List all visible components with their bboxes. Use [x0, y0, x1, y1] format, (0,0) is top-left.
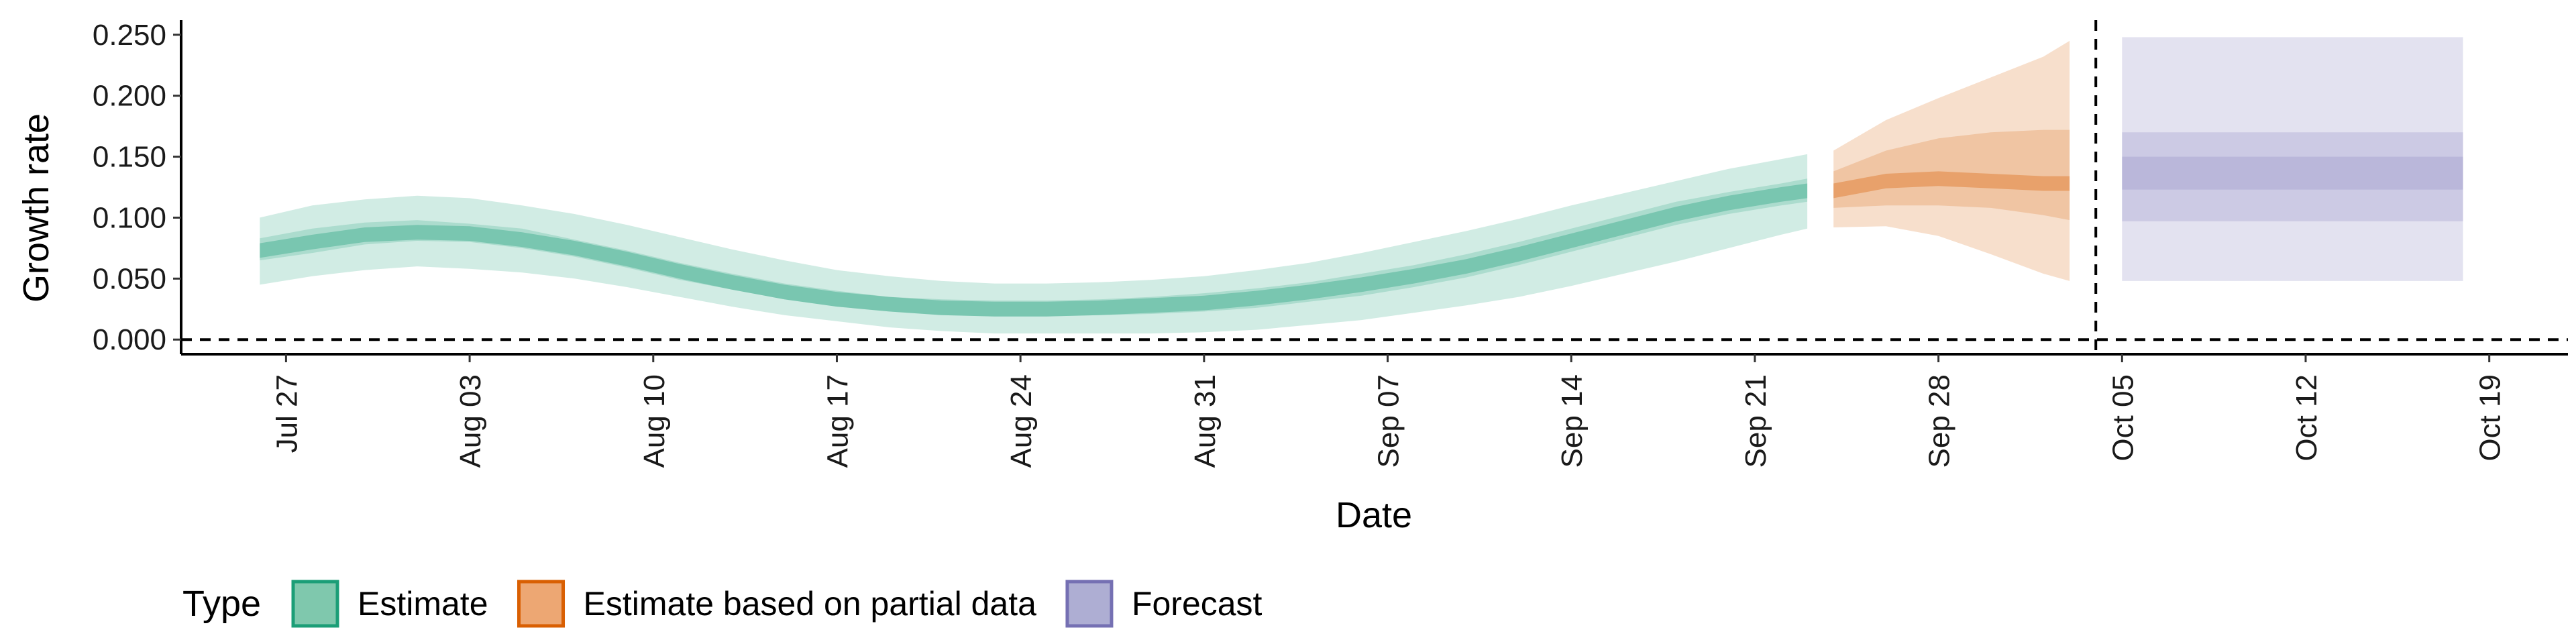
y-tick-label: 0.250 [93, 19, 166, 52]
legend-label-forecast: Forecast [1132, 585, 1263, 623]
x-tick-label: Oct 05 [2106, 374, 2139, 462]
y-tick-label: 0.050 [93, 262, 166, 295]
estimate-median-band [260, 183, 1808, 317]
forecast-band-20 [2122, 156, 2463, 190]
y-tick-label: 0.000 [93, 323, 166, 356]
reference-lines [181, 20, 2568, 354]
forecast-band-50 [2122, 132, 2463, 221]
y-axis-title: Growth rate [16, 113, 56, 303]
x-tick-label: Aug 24 [1005, 374, 1038, 468]
x-tick-label: Sep 28 [1923, 374, 1956, 468]
estimate-band-90 [260, 154, 1808, 334]
legend-label-estimate: Estimate [358, 585, 488, 623]
x-tick-label: Oct 19 [2474, 374, 2507, 462]
x-tick-label: Aug 17 [822, 374, 855, 468]
forecast-band-90 [2122, 37, 2463, 281]
legend-swatch-estimate-based-on-partial-data [517, 580, 566, 628]
legend-title: Type [182, 584, 261, 624]
legend: Type Estimate Estimate based on partial da… [182, 580, 1263, 628]
y-tick-label: 0.200 [93, 80, 166, 113]
estimate-based-on-partial-data-band-90 [1833, 40, 2070, 281]
x-tick-label: Aug 10 [638, 374, 671, 468]
chart-bands [260, 37, 2463, 334]
legend-swatch-forecast [1065, 580, 1114, 628]
x-tick-label: Aug 03 [454, 374, 487, 468]
x-tick-label: Sep 21 [1739, 374, 1772, 468]
x-tick-label: Jul 27 [270, 374, 303, 453]
x-tick-label: Oct 12 [2290, 374, 2323, 462]
x-tick-label: Sep 07 [1373, 374, 1405, 468]
x-tick-label: Sep 14 [1556, 374, 1589, 468]
axes: 0.000 0.050 0.100 0.150 0.200 0.250 Jul 27 Aug … [93, 19, 2568, 468]
legend-label-estimate-based-on-partial-data: Estimate based on partial data [584, 585, 1037, 623]
x-axis-title: Date [1336, 495, 1412, 535]
estimate-based-on-partial-data-median-band [1833, 171, 2070, 199]
y-tick-label: 0.150 [93, 141, 166, 174]
y-tick-label: 0.100 [93, 201, 166, 234]
estimate-based-on-partial-data-band-50 [1833, 129, 2070, 221]
legend-swatch-estimate [291, 580, 339, 628]
x-tick-label: Aug 31 [1189, 374, 1222, 468]
estimate-band-50 [260, 178, 1808, 317]
